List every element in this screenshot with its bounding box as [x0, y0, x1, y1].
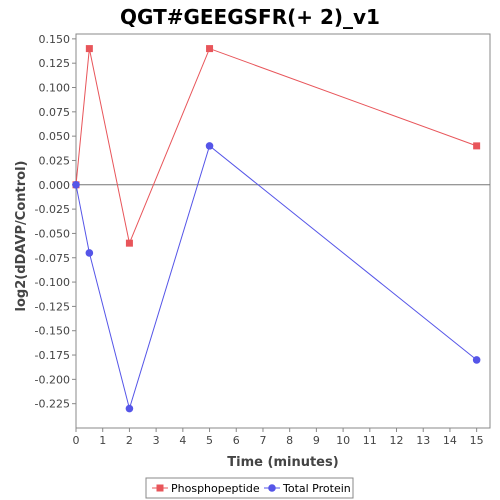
data-point: [72, 180, 80, 189]
x-tick-label: 14: [443, 434, 457, 447]
y-tick-label: 0.150: [39, 33, 71, 46]
legend-label: Phosphopeptide: [171, 482, 260, 495]
y-tick-label: 0.050: [39, 130, 71, 143]
x-tick-label: 13: [416, 434, 430, 447]
x-tick-label: 5: [206, 434, 213, 447]
y-tick-label: -0.025: [35, 203, 70, 216]
y-tick-label: -0.225: [35, 398, 70, 411]
legend-label: Total Protein: [282, 482, 351, 495]
data-point: [473, 142, 481, 150]
x-tick-label: 11: [363, 434, 377, 447]
y-tick-label: -0.200: [35, 373, 70, 386]
x-tick-label: 9: [313, 434, 320, 447]
y-tick-label: -0.175: [35, 349, 70, 362]
y-axis-label: log2(dDAVP/Control): [14, 161, 29, 312]
data-point: [125, 239, 133, 247]
y-tick-label: -0.100: [35, 276, 70, 289]
y-tick-label: -0.150: [35, 325, 70, 338]
x-tick-label: 0: [73, 434, 80, 447]
x-tick-label: 8: [286, 434, 293, 447]
data-point: [206, 45, 214, 53]
y-tick-label: 0.100: [39, 82, 71, 95]
legend-box: [145, 477, 354, 499]
x-tick-label: 15: [470, 434, 484, 447]
legend-marker-circle: [268, 484, 276, 492]
x-axis: 0 1 2 3 4 5 6 7 8 9 10 11 12 13 14 15: [73, 428, 484, 447]
legend-marker-square: [156, 484, 164, 492]
x-tick-label: 6: [233, 434, 240, 447]
series-total-protein: [72, 142, 481, 413]
x-tick-label: 7: [259, 434, 266, 447]
y-tick-label: 0.000: [39, 179, 71, 192]
data-point: [85, 249, 94, 257]
y-tick-label: 0.025: [39, 154, 71, 167]
x-tick-label: 2: [126, 434, 133, 447]
data-point: [85, 45, 93, 53]
plot-area: [75, 33, 491, 429]
y-tick-label: -0.050: [35, 227, 70, 240]
y-tick-label: 0.075: [39, 106, 71, 119]
y-axis: -0.225 -0.200 -0.175 -0.150 -0.125 -0.100 -0.0…: [35, 33, 76, 411]
y-tick-label: -0.125: [35, 300, 70, 313]
series-layer: [72, 45, 481, 413]
y-tick-label: -0.075: [35, 252, 70, 265]
data-point: [205, 142, 214, 150]
x-axis-label: Time (minutes): [227, 455, 338, 470]
x-tick-label: 10: [336, 434, 350, 447]
legend: Phosphopeptide Total Protein: [145, 477, 354, 499]
y-tick-label: 0.125: [39, 57, 71, 70]
data-point: [125, 404, 134, 413]
legend-item: Total Protein: [264, 482, 351, 495]
x-tick-label: 1: [99, 434, 106, 447]
legend-item: Phosphopeptide: [152, 482, 260, 495]
x-tick-label: 12: [390, 434, 404, 447]
data-point: [472, 356, 481, 364]
x-tick-label: 4: [179, 434, 186, 447]
x-tick-label: 3: [153, 434, 160, 447]
chart-title: QGT#GEEGSFR(+ 2)_v1: [120, 5, 380, 29]
